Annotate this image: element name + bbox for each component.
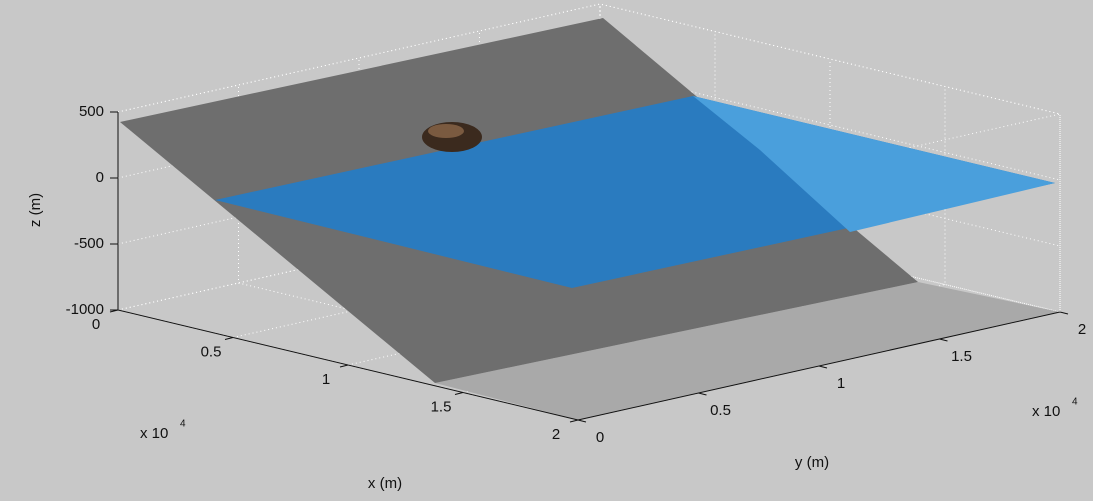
- x-tick: [225, 338, 233, 340]
- y-tick-label: 2: [1078, 321, 1086, 338]
- x-tick: [455, 393, 463, 395]
- y-tick-label: 1.5: [951, 348, 972, 365]
- z-tick-label: -500: [74, 235, 104, 252]
- y-axis-label: y (m): [795, 454, 829, 471]
- x-tick: [570, 420, 578, 422]
- x-tick-label: 1: [322, 371, 330, 388]
- y-multiplier: x 10: [1032, 403, 1060, 420]
- y-tick: [578, 420, 586, 422]
- y-tick: [940, 339, 948, 341]
- x-tick-label: 2: [552, 426, 560, 443]
- x-tick-label: 1.5: [431, 398, 452, 415]
- chart: 0 0.5 1 1.5 2 0 0.5 1 1.5 2 -1000 -500 0 500 x (m) y …: [0, 0, 1093, 501]
- x-multiplier-exponent: 4: [180, 419, 186, 430]
- z-axis-label: z (m): [27, 193, 44, 227]
- y-tick-label: 0: [596, 429, 604, 446]
- y-tick-label: 0.5: [710, 402, 731, 419]
- y-tick-label: 1: [837, 375, 845, 392]
- x-tick: [340, 365, 348, 367]
- page: 0 0.5 1 1.5 2 0 0.5 1 1.5 2 -1000 -500 0 500 x (m) y …: [0, 0, 1093, 501]
- x-tick-label: 0.5: [201, 343, 222, 360]
- y-multiplier-exponent: 4: [1072, 397, 1078, 408]
- y-tick: [819, 366, 827, 368]
- z-tick-label: -1000: [66, 301, 104, 318]
- x-axis-label: x (m): [368, 475, 402, 492]
- x-tick-label: 0: [92, 316, 100, 333]
- z-tick-label: 500: [79, 103, 104, 120]
- y-tick: [1060, 312, 1068, 314]
- x-multiplier: x 10: [140, 425, 168, 442]
- rock-highlight: [428, 124, 464, 138]
- z-tick-label: 0: [96, 169, 104, 186]
- y-tick: [699, 393, 707, 395]
